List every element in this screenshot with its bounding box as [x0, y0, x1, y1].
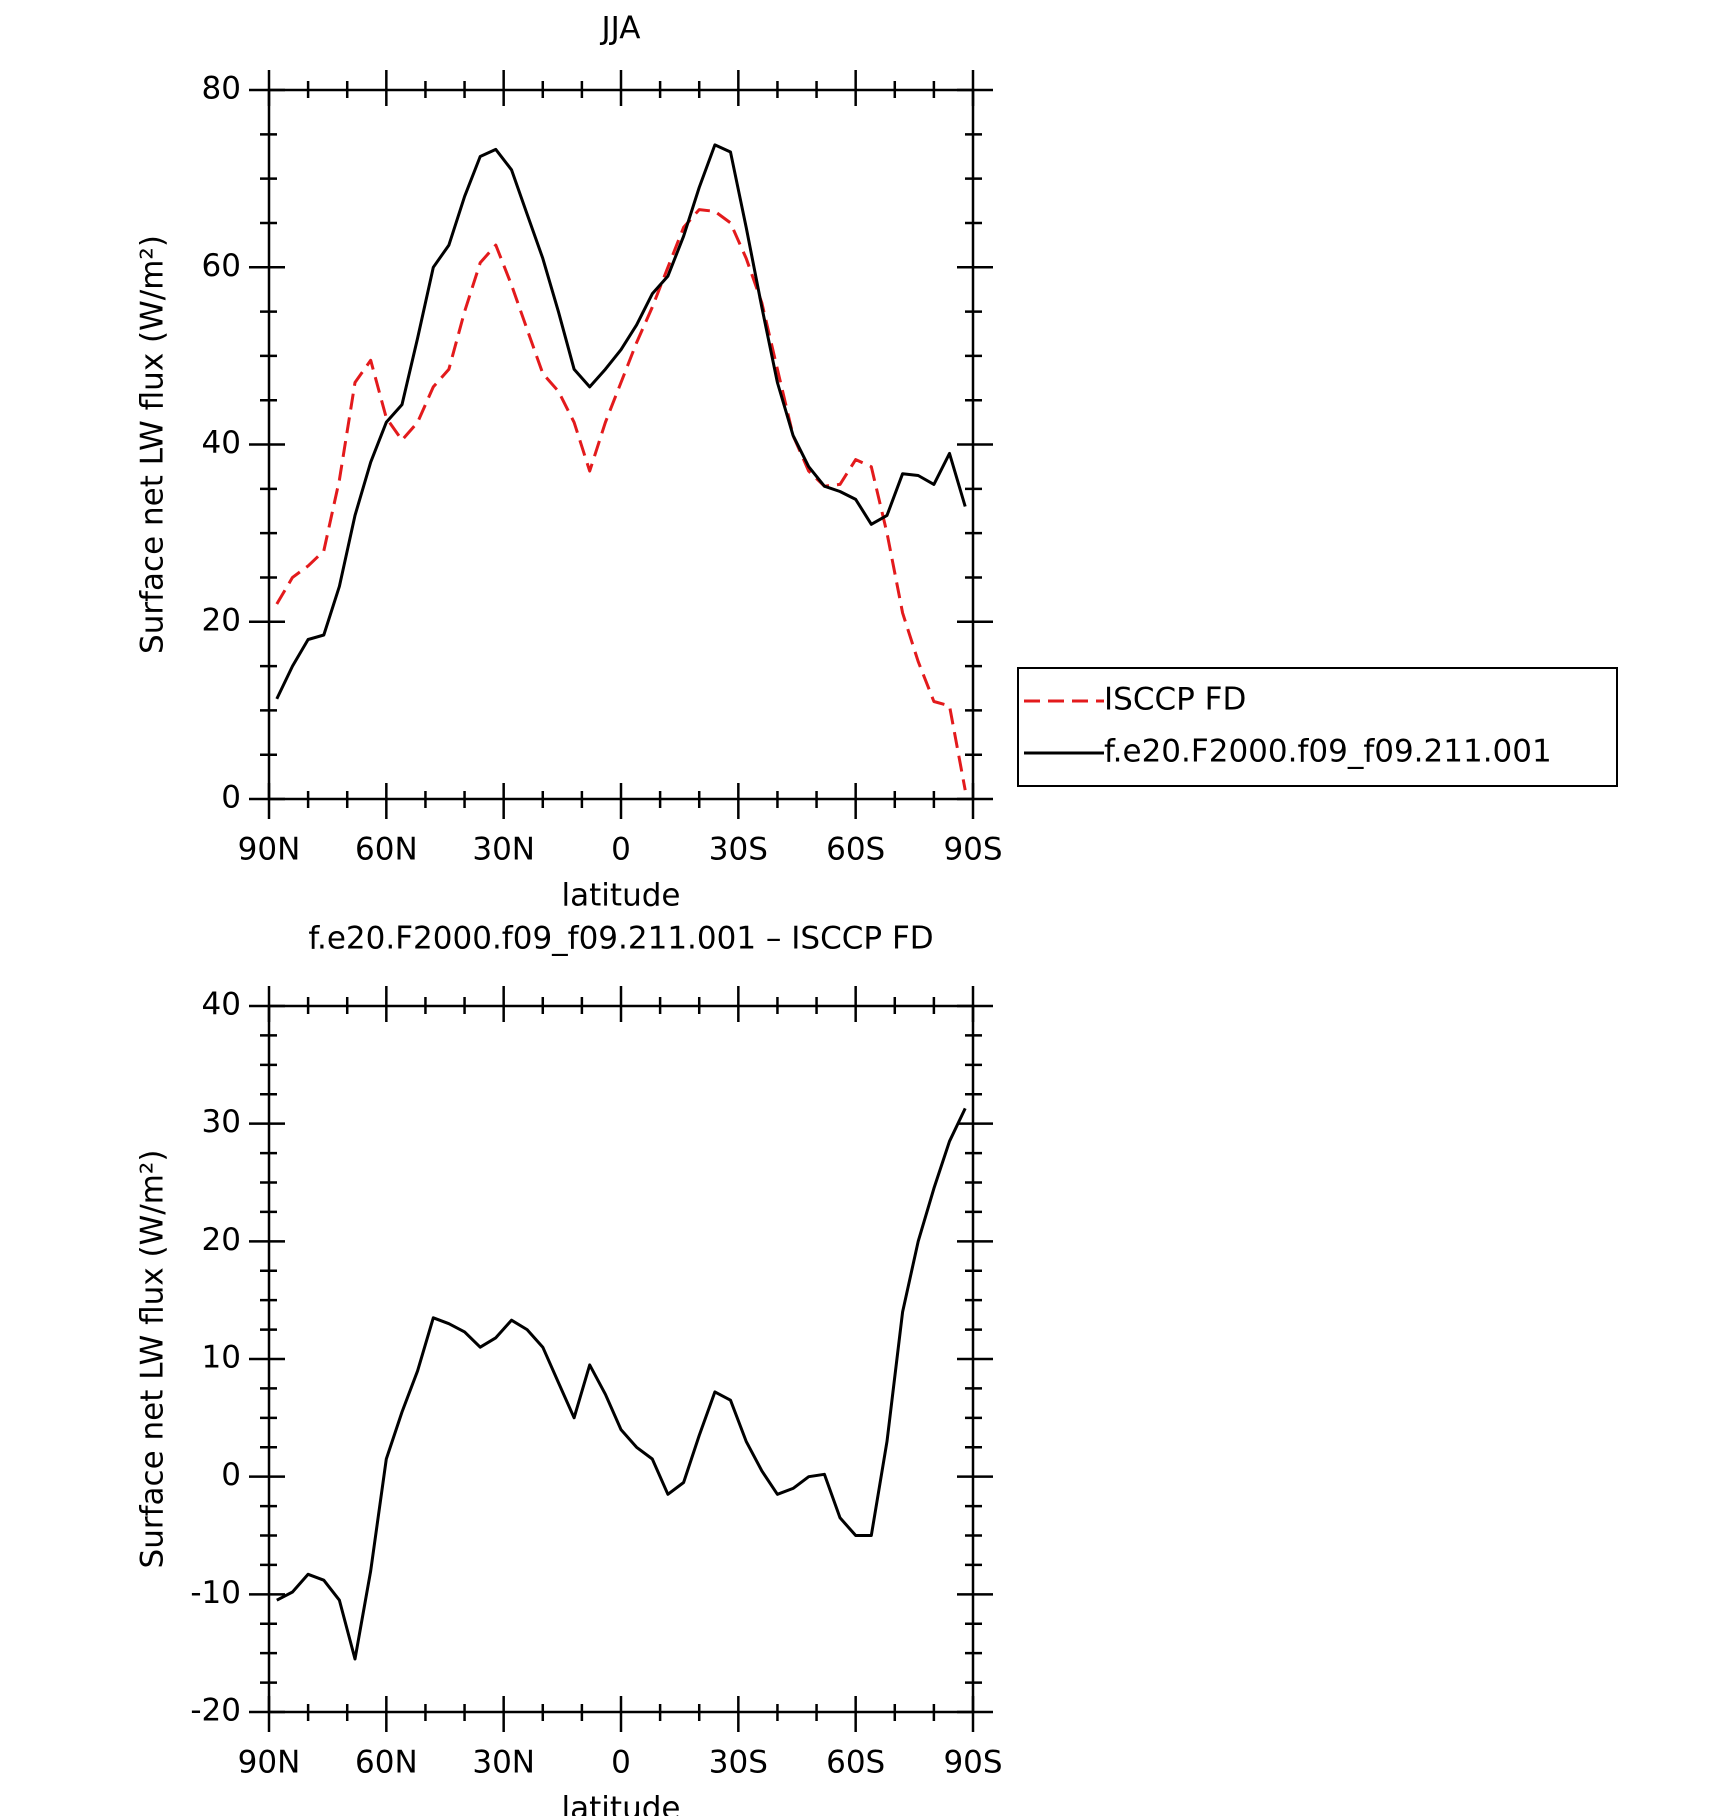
y-tick-label: -10: [190, 1575, 241, 1611]
x-tick-label: 30N: [472, 832, 535, 868]
x-tick-label: 30S: [709, 1745, 768, 1781]
x-axis-label: latitude: [562, 878, 681, 914]
y-axis-label: Surface net LW flux (W/m²): [135, 235, 171, 654]
x-tick-label: 90N: [238, 832, 301, 868]
data-line: [275, 143, 967, 700]
legend-box: [1017, 667, 1618, 787]
y-tick-label: -20: [190, 1693, 241, 1729]
y-tick-label: 80: [202, 71, 241, 107]
y-tick-label: 10: [202, 1340, 241, 1376]
x-tick-label: 60S: [826, 832, 885, 868]
x-tick-label: 90S: [943, 832, 1002, 868]
y-tick-label: 40: [202, 425, 241, 461]
y-tick-label: 0: [221, 1457, 241, 1493]
y-tick-label: 30: [202, 1104, 241, 1140]
x-tick-label: 90S: [943, 1745, 1002, 1781]
x-tick-label: 60N: [355, 832, 418, 868]
x-tick-label: 60N: [355, 1745, 418, 1781]
x-tick-label: 0: [611, 1745, 631, 1781]
y-tick-label: 20: [202, 602, 241, 638]
y-tick-label: 60: [202, 248, 241, 284]
y-tick-label: 0: [221, 780, 241, 816]
chart-title: JJA: [600, 11, 641, 47]
legend-label: ISCCP FD: [1104, 682, 1246, 718]
x-tick-label: 60S: [826, 1745, 885, 1781]
data-line: [276, 1107, 967, 1661]
x-tick-label: 0: [611, 832, 631, 868]
chart-title: f.e20.F2000.f09_f09.211.001 – ISCCP FD: [308, 921, 933, 957]
x-tick-label: 30S: [709, 832, 768, 868]
y-axis-label: Surface net LW flux (W/m²): [135, 1150, 171, 1569]
data-line: [275, 208, 967, 791]
y-tick-label: 40: [202, 987, 241, 1023]
x-tick-label: 90N: [238, 1745, 301, 1781]
x-axis-label: latitude: [562, 1791, 681, 1816]
y-tick-label: 20: [202, 1222, 241, 1258]
x-tick-label: 30N: [472, 1745, 535, 1781]
plot-frame: [267, 1004, 975, 1714]
legend-label: f.e20.F2000.f09_f09.211.001: [1104, 734, 1552, 770]
plot-frame: [267, 88, 975, 801]
